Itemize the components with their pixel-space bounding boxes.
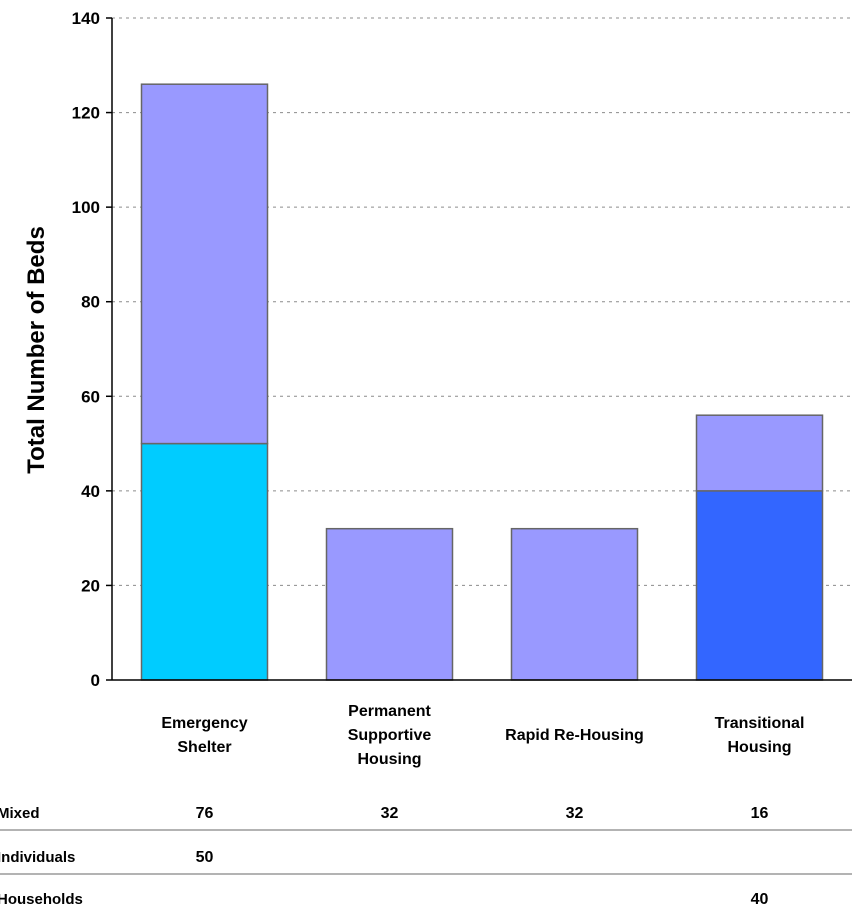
table-cell: 50 xyxy=(196,849,214,866)
bar-segment xyxy=(695,414,824,492)
bars xyxy=(140,83,824,681)
table-cell: 32 xyxy=(381,805,399,822)
category-label: Permanent Supportive Housing xyxy=(348,703,432,768)
bar-segment xyxy=(510,527,639,681)
bar-segment xyxy=(695,490,824,681)
category-label: Rapid Re-Housing xyxy=(505,727,644,744)
y-tick-label: 40 xyxy=(81,482,100,501)
axes xyxy=(106,17,852,681)
table-cell: 32 xyxy=(566,805,584,822)
category-label: Emergency Shelter xyxy=(161,715,247,756)
bar-segment xyxy=(325,527,454,681)
y-tick-label: 80 xyxy=(81,293,100,312)
y-tick-label: 20 xyxy=(81,576,100,595)
table-cell: 76 xyxy=(196,805,214,822)
bar-segment xyxy=(140,83,269,445)
table-row-label: Individuals xyxy=(0,849,75,866)
y-axis-title: Total Number of Beds xyxy=(23,226,50,474)
y-tick-label: 0 xyxy=(91,671,100,690)
y-tick-label: 100 xyxy=(72,198,100,217)
y-tick-label: 140 xyxy=(72,9,100,28)
table-cell: 16 xyxy=(751,805,769,822)
category-label: Transitional Housing xyxy=(715,715,805,756)
category-labels: Emergency Shelter Permanent Supportive Housi… xyxy=(161,703,804,768)
y-tick-label: 60 xyxy=(81,387,100,406)
y-tick-labels: 0 20 40 60 80 100 120 140 xyxy=(72,9,100,690)
table-cell: 40 xyxy=(751,891,769,908)
data-table: Mixed 76 32 32 16 Individuals 50 Households 40 xyxy=(0,805,852,908)
table-row-label: Households xyxy=(0,891,83,908)
bar-segment xyxy=(140,442,269,681)
table-row-label: Mixed xyxy=(0,805,40,822)
y-tick-label: 120 xyxy=(72,104,100,123)
